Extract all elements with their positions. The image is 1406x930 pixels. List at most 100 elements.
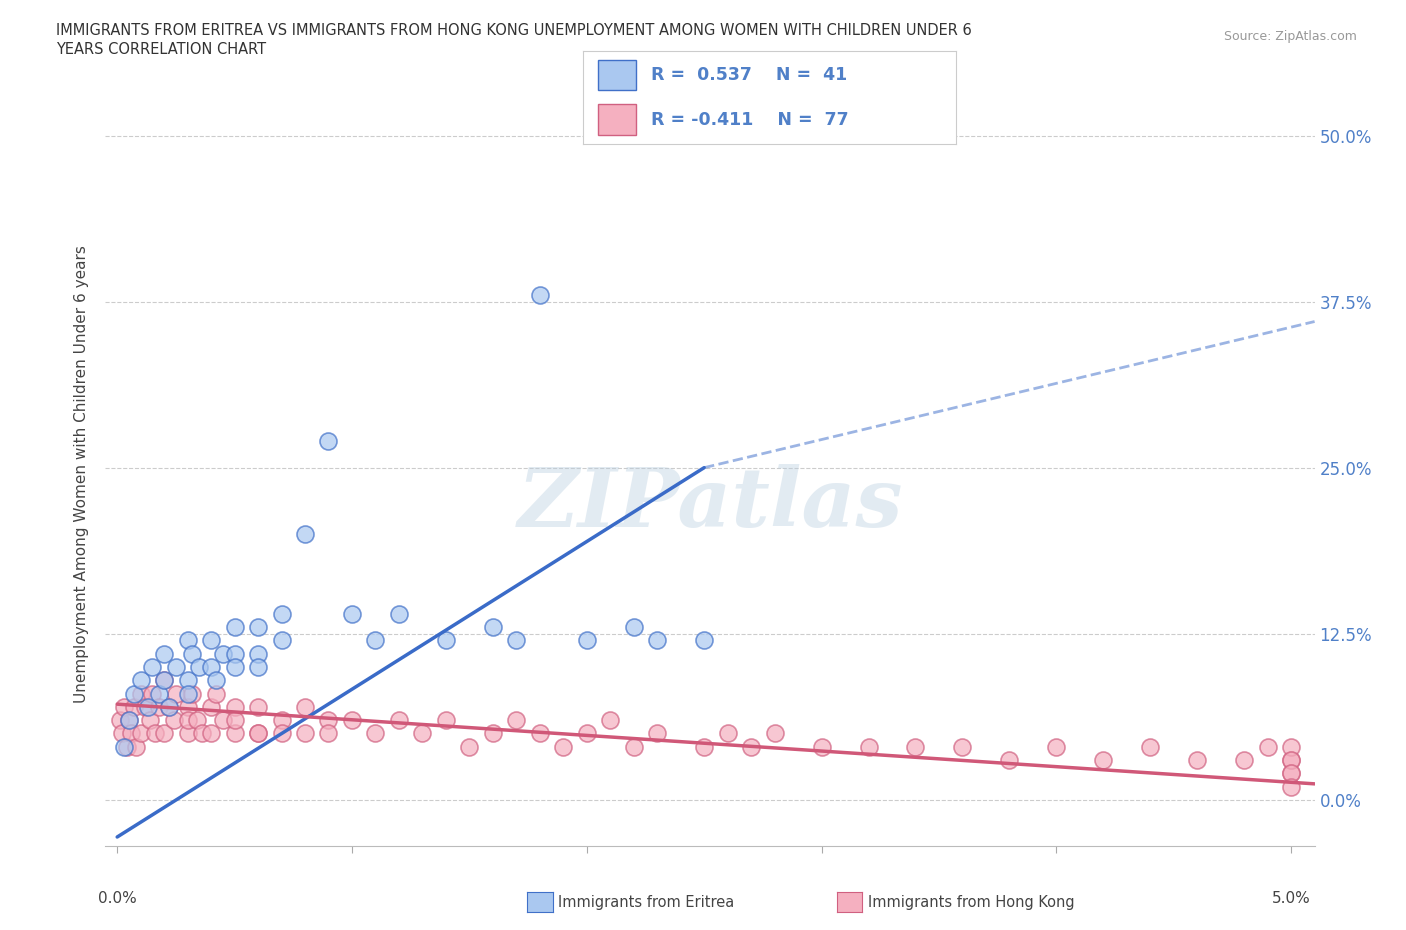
Point [153,726,176,741]
Point [340,606,363,621]
Point [270,726,292,741]
Point [458,739,481,754]
Point [247,726,270,741]
Text: R =  0.537    N =  41: R = 0.537 N = 41 [651,66,846,84]
Point [112,699,135,714]
Point [141,686,163,701]
Point [120,726,142,741]
Point [553,739,575,754]
Point [482,619,505,634]
Point [505,633,527,648]
Point [388,712,411,727]
Point [904,739,927,754]
Point [318,726,340,741]
Point [122,686,145,701]
Point [529,287,551,302]
Point [153,672,176,687]
Point [364,633,387,648]
Point [294,526,316,541]
Text: R = -0.411    N =  77: R = -0.411 N = 77 [651,111,848,128]
Point [129,672,152,687]
Point [294,726,316,741]
Text: Immigrants from Eritrea: Immigrants from Eritrea [558,895,734,910]
Point [190,726,212,741]
Point [165,686,187,701]
Point [599,712,621,727]
Point [224,659,246,674]
Point [411,726,433,741]
Point [364,726,387,741]
Point [176,712,198,727]
Point [134,699,156,714]
Point [224,699,246,714]
Point [181,646,204,661]
Point [693,739,716,754]
Point [270,633,292,648]
Point [623,739,645,754]
Point [247,659,270,674]
Point [740,739,762,754]
Point [1092,752,1115,767]
Point [340,712,363,727]
Point [112,739,135,754]
Point [623,619,645,634]
Point [1279,765,1302,780]
Point [111,726,134,741]
Point [645,633,668,648]
Point [176,699,198,714]
Point [153,646,176,661]
Point [1187,752,1209,767]
Point [717,726,740,741]
Point [224,712,246,727]
Text: 0.0%: 0.0% [98,891,136,906]
Point [176,686,198,701]
Point [136,699,159,714]
Point [148,686,170,701]
Point [270,712,292,727]
Point [157,699,180,714]
Point [247,646,270,661]
Point [810,739,832,754]
Point [165,659,187,674]
Point [200,659,222,674]
Point [529,726,551,741]
Bar [599,104,636,135]
Point [575,633,598,648]
Point [1279,752,1302,767]
Text: Source: ZipAtlas.com: Source: ZipAtlas.com [1223,30,1357,43]
Point [505,712,527,727]
Point [211,646,233,661]
Point [763,726,786,741]
Point [224,726,246,741]
Point [153,672,176,687]
Point [318,433,340,448]
Point [129,726,152,741]
Point [129,686,152,701]
Point [186,712,208,727]
Point [122,699,145,714]
Point [176,633,198,648]
Point [125,739,148,754]
Point [224,619,246,634]
Point [118,712,141,727]
Point [1279,779,1302,794]
Point [157,699,180,714]
Point [1279,739,1302,754]
Point [200,633,222,648]
Point [482,726,505,741]
Text: YEARS CORRELATION CHART: YEARS CORRELATION CHART [56,42,266,57]
Point [434,633,457,648]
Point [388,606,411,621]
Point [188,659,211,674]
Point [1233,752,1256,767]
Point [858,739,880,754]
Text: Immigrants from Hong Kong: Immigrants from Hong Kong [868,895,1074,910]
Point [1257,739,1279,754]
Point [952,739,974,754]
Point [318,712,340,727]
Point [143,726,166,741]
Text: ZIPatlas: ZIPatlas [517,464,903,544]
Point [200,726,222,741]
Text: IMMIGRANTS FROM ERITREA VS IMMIGRANTS FROM HONG KONG UNEMPLOYMENT AMONG WOMEN WI: IMMIGRANTS FROM ERITREA VS IMMIGRANTS FR… [56,23,972,38]
Point [141,659,163,674]
